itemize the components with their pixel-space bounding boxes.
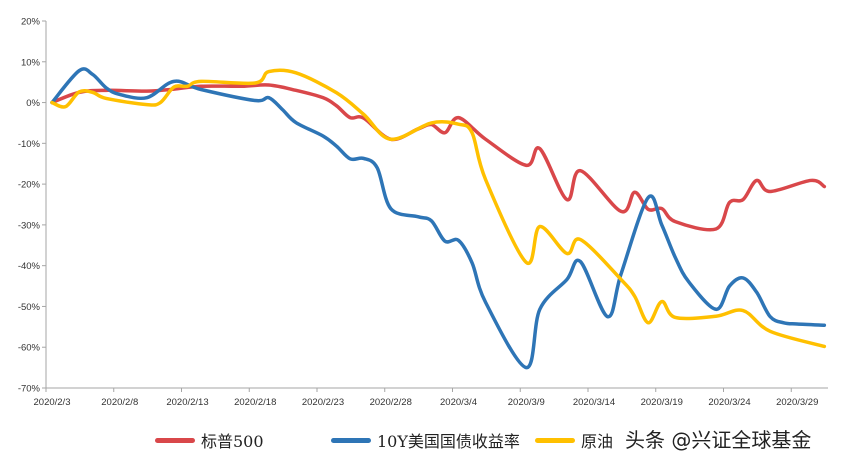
x-tick-label: 2020/3/19 xyxy=(641,397,683,408)
legend-swatch-yellow xyxy=(535,437,575,443)
series-line-0 xyxy=(50,83,827,232)
x-tick-label: 2020/2/8 xyxy=(101,397,138,408)
x-tick-label: 2020/2/13 xyxy=(166,397,208,408)
y-tick-label: 0% xyxy=(26,98,40,109)
y-tick-label: -70% xyxy=(18,384,41,395)
y-tick-label: -50% xyxy=(18,302,41,313)
y-tick-label: 10% xyxy=(21,57,41,68)
legend-label: 原油 xyxy=(581,432,614,451)
legend-swatch-blue xyxy=(331,437,371,443)
x-tick-label: 2020/2/23 xyxy=(302,397,344,408)
y-tick-label: -20% xyxy=(18,180,41,191)
y-tick-label: -60% xyxy=(18,343,41,354)
legend-label: 标普500 xyxy=(201,432,264,451)
x-tick-label: 2020/3/14 xyxy=(573,397,615,408)
x-tick-label: 2020/2/3 xyxy=(34,397,71,408)
legend-item-10y-treasury: 10Y美国国债收益率 xyxy=(331,428,520,452)
x-tick-label: 2020/3/24 xyxy=(708,397,750,408)
series-line-1 xyxy=(50,67,827,370)
x-tick-label: 2020/2/28 xyxy=(370,397,412,408)
y-tick-label: -10% xyxy=(18,139,41,150)
y-tick-label: -40% xyxy=(18,261,41,272)
y-tick-label: -30% xyxy=(18,220,41,231)
legend-item-sp500: 标普500 xyxy=(155,428,264,452)
legend-item-crude-oil: 原油 xyxy=(535,428,613,452)
x-tick-label: 2020/3/4 xyxy=(440,397,477,408)
series-line-2 xyxy=(50,68,827,349)
legend-swatch-red xyxy=(155,437,195,443)
y-tick-label: 20% xyxy=(21,17,41,28)
x-tick-label: 2020/3/29 xyxy=(776,397,818,408)
legend-label: 10Y美国国债收益率 xyxy=(377,432,520,451)
x-tick-label: 2020/2/18 xyxy=(234,397,276,408)
watermark: 头条 @兴证全球基金 xyxy=(625,428,812,452)
x-tick-label: 2020/3/9 xyxy=(508,397,545,408)
